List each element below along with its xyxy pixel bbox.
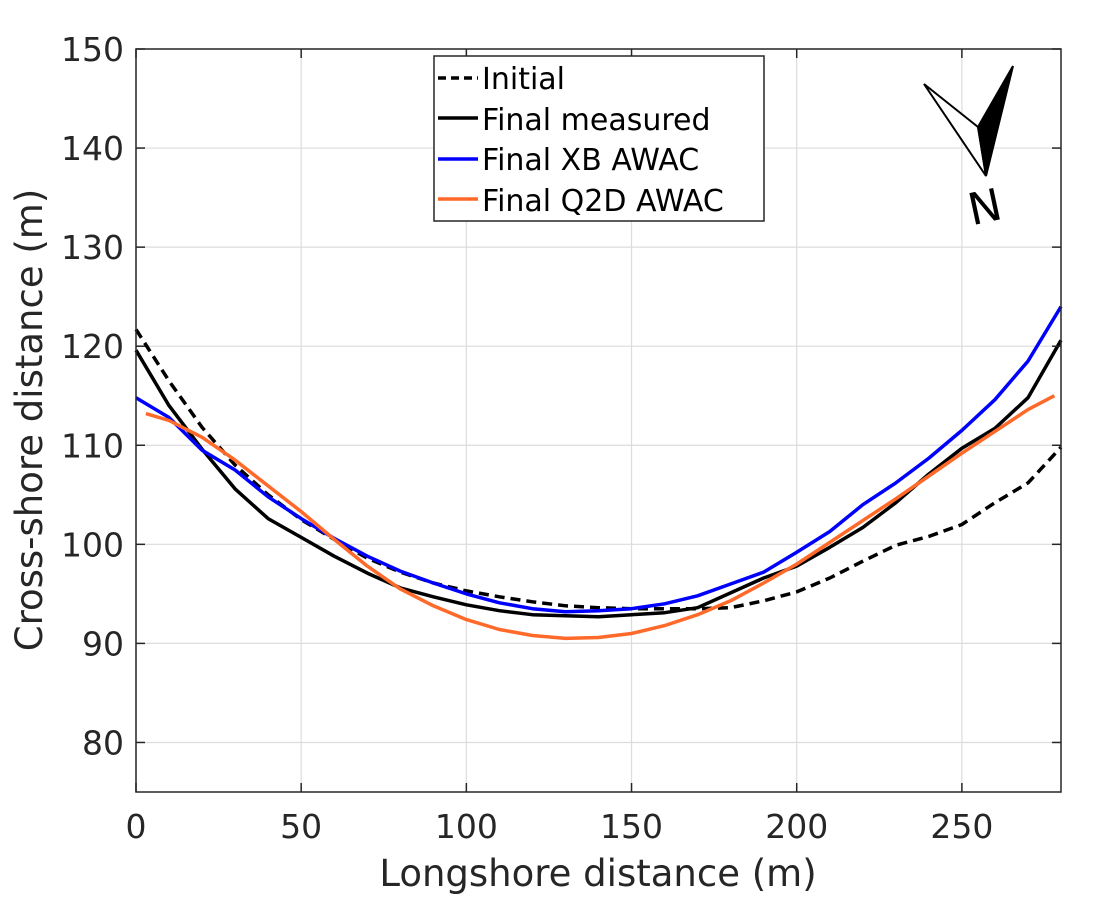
y-tick-label: 150 xyxy=(61,30,124,69)
x-tick-label: 200 xyxy=(765,807,828,846)
axes-box xyxy=(135,48,1062,793)
x-tick-label: 0 xyxy=(126,807,147,846)
north-arrow-filled-half xyxy=(976,65,1014,177)
y-tick-label: 140 xyxy=(61,129,124,168)
y-tick-label: 80 xyxy=(82,723,124,762)
legend-label-initial: Initial xyxy=(482,62,565,97)
x-tick-label: 250 xyxy=(930,807,993,846)
legend-label-final-xb-awac: Final XB AWAC xyxy=(482,143,699,178)
y-axis-title: Cross-shore distance (m) xyxy=(8,189,51,652)
y-tick-label: 120 xyxy=(61,327,124,366)
y-tick-label: 100 xyxy=(61,525,124,564)
x-tick-label: 50 xyxy=(280,807,322,846)
legend-box xyxy=(433,55,765,222)
series-line-final-xb-awac xyxy=(135,305,1063,614)
x-axis-title: Longshore distance (m) xyxy=(379,852,816,895)
series-line-final-q2d-awac xyxy=(145,394,1056,641)
axes xyxy=(135,48,1062,793)
y-tick-label: 130 xyxy=(61,228,124,267)
x-tick-label: 150 xyxy=(600,807,663,846)
y-tick-label: 90 xyxy=(82,624,124,663)
legend: Initial Final measured Final XB AWAC Fin… xyxy=(433,55,765,222)
legend-label-final-measured: Final measured xyxy=(482,103,711,138)
tick-labels: 0 50 100 150 200 250 80 90 100 110 120 130 140 150 xyxy=(61,30,993,846)
series-group xyxy=(134,305,1063,641)
x-tick-label: 100 xyxy=(435,807,498,846)
legend-label-final-q2d-awac: Final Q2D AWAC xyxy=(482,184,724,219)
y-tick-label: 110 xyxy=(61,426,124,465)
